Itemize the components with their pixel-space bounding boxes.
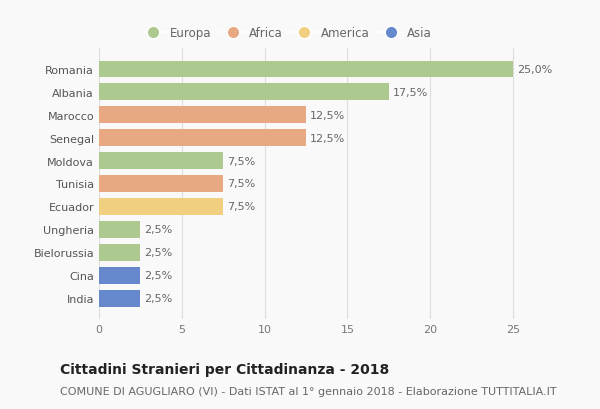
Text: 7,5%: 7,5% xyxy=(227,179,256,189)
Bar xyxy=(99,107,306,124)
Bar xyxy=(99,84,389,101)
Bar xyxy=(99,199,223,215)
Bar xyxy=(99,153,223,169)
Bar xyxy=(99,267,140,284)
Bar xyxy=(99,245,140,261)
Legend: Europa, Africa, America, Asia: Europa, Africa, America, Asia xyxy=(137,22,437,45)
Text: 25,0%: 25,0% xyxy=(517,65,552,74)
Bar xyxy=(99,176,223,192)
Bar xyxy=(99,61,513,78)
Bar xyxy=(99,222,140,238)
Text: 7,5%: 7,5% xyxy=(227,202,256,212)
Text: 2,5%: 2,5% xyxy=(145,248,173,258)
Text: 7,5%: 7,5% xyxy=(227,156,256,166)
Text: COMUNE DI AGUGLIARO (VI) - Dati ISTAT al 1° gennaio 2018 - Elaborazione TUTTITAL: COMUNE DI AGUGLIARO (VI) - Dati ISTAT al… xyxy=(60,387,557,396)
Text: 2,5%: 2,5% xyxy=(145,294,173,303)
Text: 2,5%: 2,5% xyxy=(145,271,173,281)
Text: Cittadini Stranieri per Cittadinanza - 2018: Cittadini Stranieri per Cittadinanza - 2… xyxy=(60,362,389,376)
Text: 12,5%: 12,5% xyxy=(310,110,346,120)
Text: 12,5%: 12,5% xyxy=(310,133,346,143)
Text: 17,5%: 17,5% xyxy=(393,88,428,97)
Bar xyxy=(99,290,140,307)
Text: 2,5%: 2,5% xyxy=(145,225,173,235)
Bar xyxy=(99,130,306,146)
